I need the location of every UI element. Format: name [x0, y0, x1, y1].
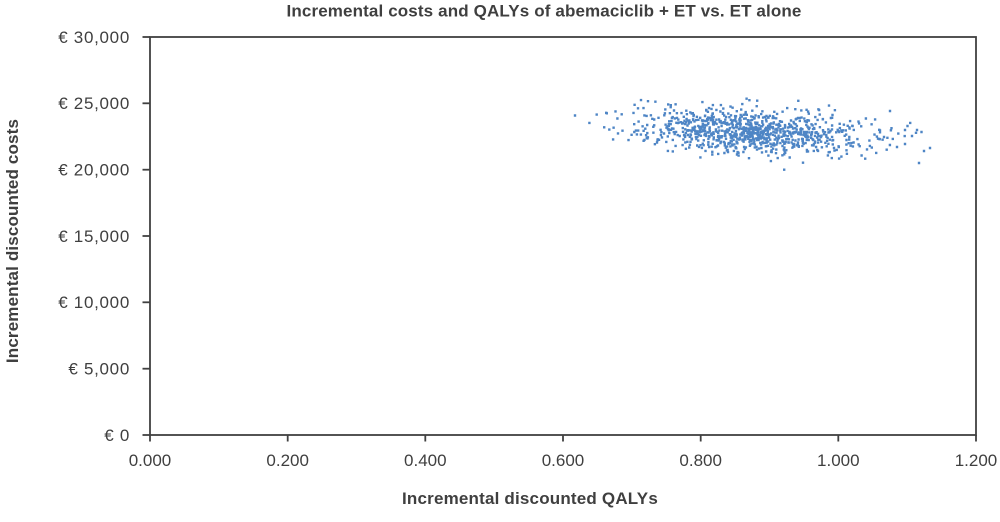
- svg-text:€ 30,000: € 30,000: [58, 28, 130, 47]
- svg-text:Incremental costs and QALYs of: Incremental costs and QALYs of abemacicl…: [287, 2, 802, 21]
- svg-text:0.000: 0.000: [129, 451, 172, 470]
- svg-text:€ 0: € 0: [104, 426, 130, 445]
- svg-text:€ 15,000: € 15,000: [58, 227, 130, 246]
- svg-text:Incremental discounted costs: Incremental discounted costs: [3, 119, 22, 363]
- svg-text:1.000: 1.000: [817, 451, 860, 470]
- svg-text:€ 10,000: € 10,000: [58, 293, 130, 312]
- svg-text:0.800: 0.800: [679, 451, 722, 470]
- svg-text:€ 20,000: € 20,000: [58, 161, 130, 180]
- svg-text:€ 25,000: € 25,000: [58, 94, 130, 113]
- svg-text:1.200: 1.200: [955, 451, 998, 470]
- svg-text:0.200: 0.200: [266, 451, 309, 470]
- svg-text:0.600: 0.600: [542, 451, 585, 470]
- svg-text:Incremental discounted QALYs: Incremental discounted QALYs: [402, 489, 658, 508]
- svg-text:€ 5,000: € 5,000: [68, 360, 130, 379]
- svg-text:0.400: 0.400: [404, 451, 447, 470]
